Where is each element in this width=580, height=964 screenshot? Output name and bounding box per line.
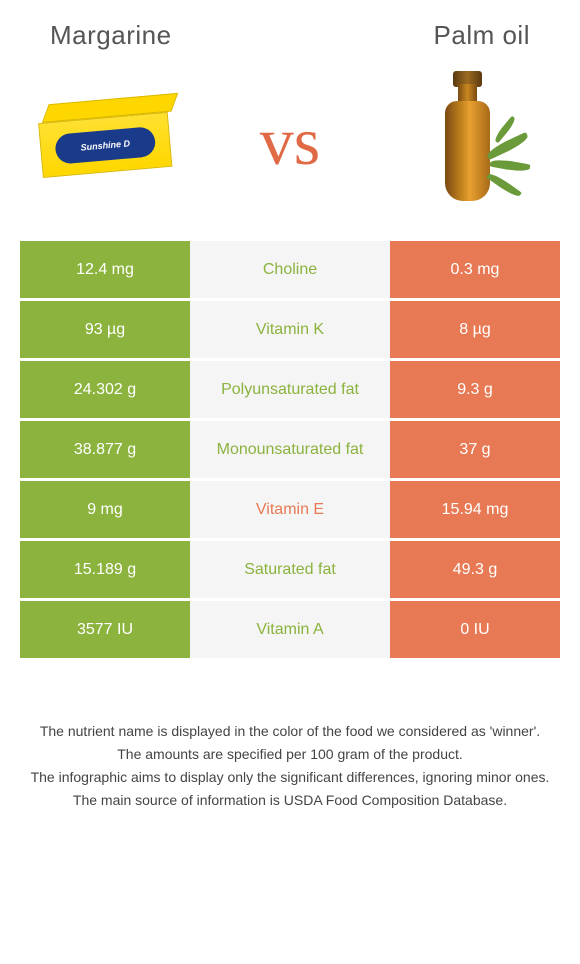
right-value: 8 µg	[390, 301, 560, 358]
left-value: 15.189 g	[20, 541, 190, 598]
palm-oil-image	[390, 71, 550, 211]
margarine-brand-label: Sunshine D	[54, 125, 156, 164]
left-value: 24.302 g	[20, 361, 190, 418]
nutrient-name: Vitamin A	[190, 601, 390, 658]
palm-oil-bottle-icon	[390, 66, 550, 216]
margarine-image: Sunshine D	[30, 71, 190, 211]
left-value: 9 mg	[20, 481, 190, 538]
comparison-table: 12.4 mgCholine0.3 mg93 µgVitamin K8 µg24…	[0, 241, 580, 658]
table-row: 9 mgVitamin E15.94 mg	[20, 481, 560, 538]
table-row: 15.189 gSaturated fat49.3 g	[20, 541, 560, 598]
table-row: 12.4 mgCholine0.3 mg	[20, 241, 560, 298]
header: Margarine Palm oil	[0, 0, 580, 61]
nutrient-name: Vitamin E	[190, 481, 390, 538]
left-food-title: Margarine	[50, 20, 172, 51]
footer-line-3: The infographic aims to display only the…	[30, 767, 550, 788]
right-value: 15.94 mg	[390, 481, 560, 538]
right-value: 37 g	[390, 421, 560, 478]
images-row: Sunshine D vs	[0, 61, 580, 241]
left-value: 3577 IU	[20, 601, 190, 658]
nutrient-name: Saturated fat	[190, 541, 390, 598]
right-value: 0.3 mg	[390, 241, 560, 298]
right-value: 49.3 g	[390, 541, 560, 598]
right-value: 9.3 g	[390, 361, 560, 418]
table-row: 93 µgVitamin K8 µg	[20, 301, 560, 358]
footer-line-1: The nutrient name is displayed in the co…	[30, 721, 550, 742]
margarine-box-icon: Sunshine D	[37, 103, 182, 180]
nutrient-name: Polyunsaturated fat	[190, 361, 390, 418]
left-value: 93 µg	[20, 301, 190, 358]
left-value: 12.4 mg	[20, 241, 190, 298]
table-row: 3577 IUVitamin A0 IU	[20, 601, 560, 658]
nutrient-name: Vitamin K	[190, 301, 390, 358]
table-row: 38.877 gMonounsaturated fat37 g	[20, 421, 560, 478]
right-food-title: Palm oil	[434, 20, 530, 51]
table-row: 24.302 gPolyunsaturated fat9.3 g	[20, 361, 560, 418]
vs-label: vs	[260, 102, 320, 181]
footer-line-4: The main source of information is USDA F…	[30, 790, 550, 811]
left-value: 38.877 g	[20, 421, 190, 478]
nutrient-name: Choline	[190, 241, 390, 298]
footer-line-2: The amounts are specified per 100 gram o…	[30, 744, 550, 765]
footer-notes: The nutrient name is displayed in the co…	[0, 661, 580, 833]
nutrient-name: Monounsaturated fat	[190, 421, 390, 478]
right-value: 0 IU	[390, 601, 560, 658]
